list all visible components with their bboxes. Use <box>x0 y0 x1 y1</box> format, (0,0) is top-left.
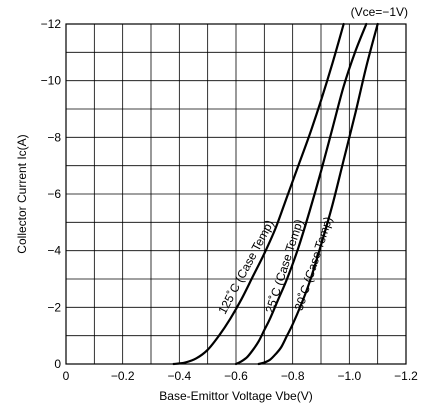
x-tick-label: −1.0 <box>337 369 361 383</box>
curve-minus30c <box>257 22 379 366</box>
curves <box>172 22 379 366</box>
grid <box>66 24 406 364</box>
x-tick-label: −1.2 <box>394 369 418 383</box>
tick-labels: 0 −0.2 −0.4 −0.6 −0.8 −1.0 −1.2 0 −2 −4 −6 −8 −10 −12 <box>41 17 419 383</box>
y-tick-label: −12 <box>41 17 62 31</box>
y-tick-label: −4 <box>47 244 61 258</box>
y-tick-label: −2 <box>47 300 61 314</box>
y-tick-label: 0 <box>54 357 61 371</box>
x-tick-label: −0.4 <box>167 369 191 383</box>
x-axis-label: Base-Emittor Voltage Vbe(V) <box>159 389 312 403</box>
x-tick-label: 0 <box>63 369 70 383</box>
x-tick-label: −0.6 <box>224 369 248 383</box>
x-tick-label: −0.8 <box>281 369 305 383</box>
y-axis-label: Collector Current Ic(A) <box>15 134 29 253</box>
curve-125c <box>172 22 345 366</box>
x-tick-label: −0.2 <box>111 369 135 383</box>
curve-25c <box>234 22 368 366</box>
test-condition-label: (Vce=−1V) <box>351 5 408 19</box>
y-tick-label: −10 <box>41 74 62 88</box>
y-tick-label: −8 <box>47 130 61 144</box>
y-tick-label: −6 <box>47 187 61 201</box>
